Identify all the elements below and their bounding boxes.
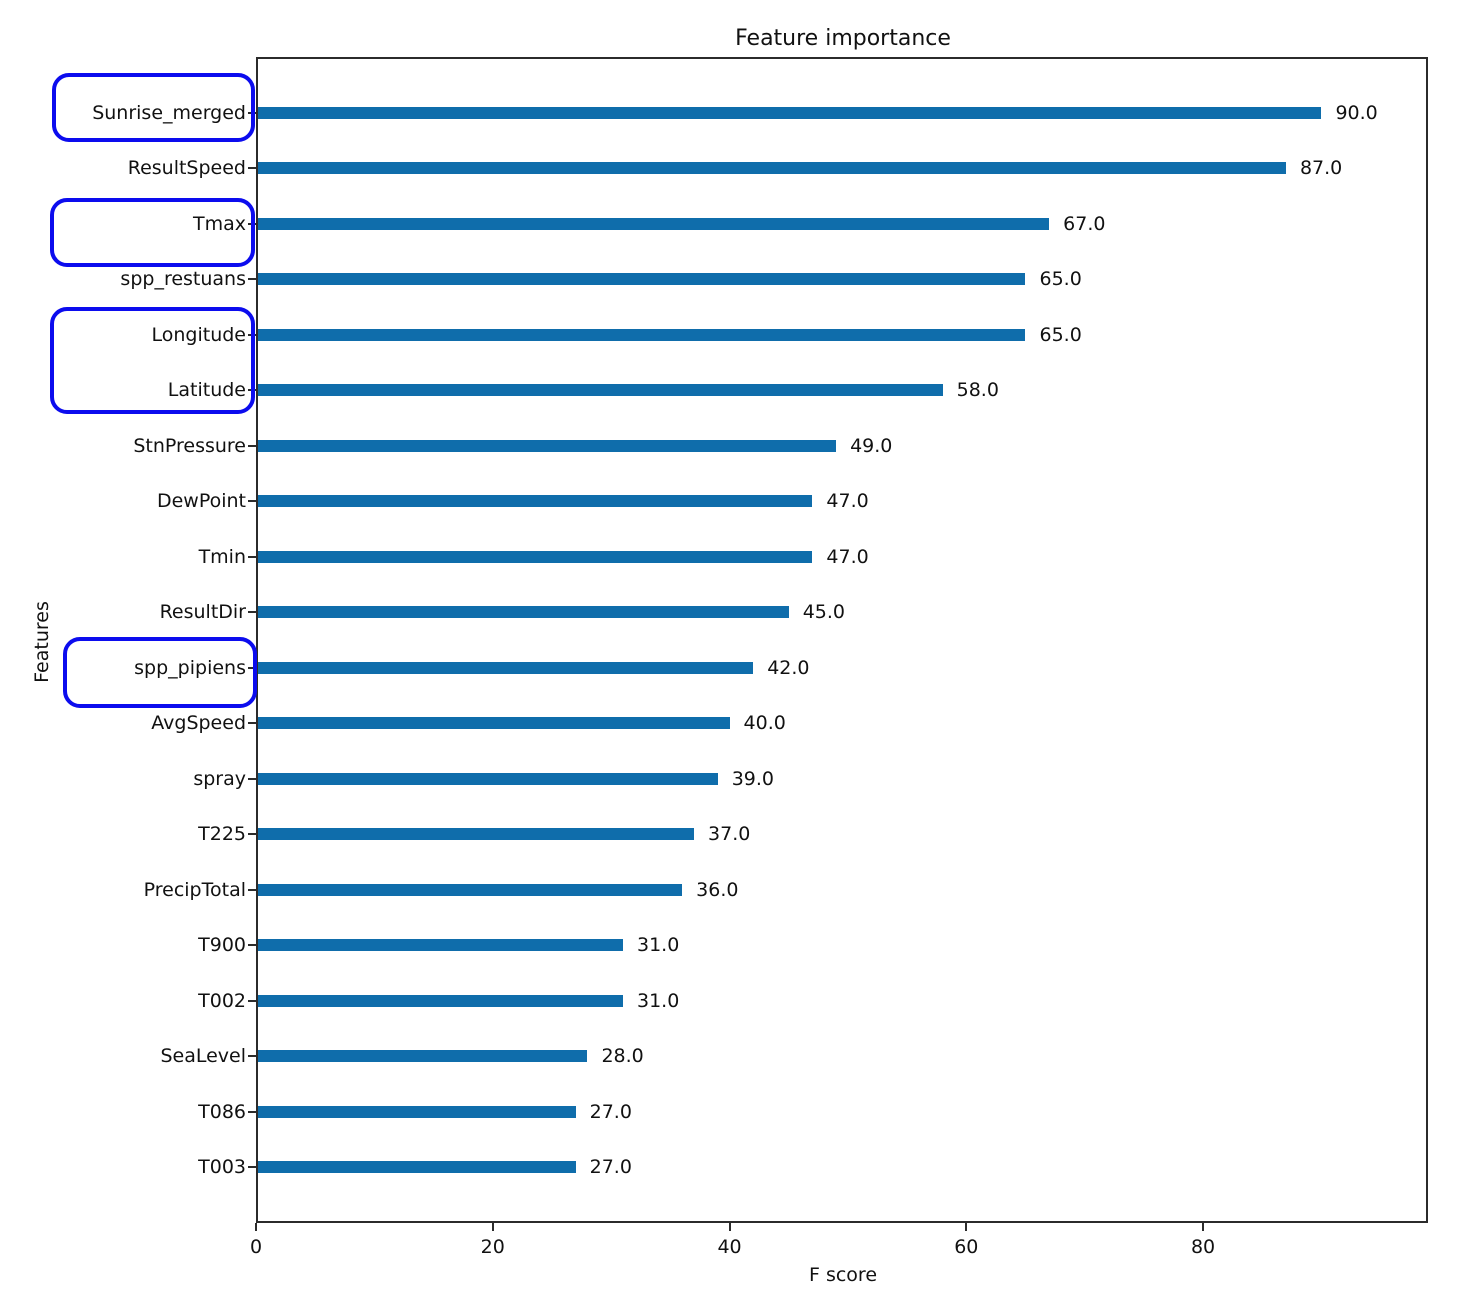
y-tick-label-SeaLevel: SeaLevel bbox=[160, 1045, 246, 1068]
bar-value-label: 36.0 bbox=[696, 878, 739, 901]
bar-T900 bbox=[258, 939, 623, 952]
y-tick-label-DewPoint: DewPoint bbox=[156, 490, 246, 513]
bar-value-label: 27.0 bbox=[589, 1156, 632, 1179]
x-tick-mark bbox=[1202, 1223, 1205, 1231]
bar-spp_restuans bbox=[258, 273, 1026, 286]
y-tick-label-Tmin: Tmin bbox=[198, 545, 246, 568]
bar-value-label: 58.0 bbox=[956, 379, 999, 402]
x-tick-label: 60 bbox=[954, 1236, 979, 1258]
bar-ResultSpeed bbox=[258, 162, 1286, 175]
bar-value-label: 45.0 bbox=[802, 601, 846, 624]
y-tick-label-AvgSpeed: AvgSpeed bbox=[151, 712, 246, 735]
bar-T002 bbox=[258, 994, 623, 1007]
bar-value-label: 31.0 bbox=[636, 989, 680, 1012]
bar-value-label: 47.0 bbox=[826, 490, 869, 513]
bar-StnPressure bbox=[258, 439, 837, 452]
y-tick-label-Longitude: Longitude bbox=[151, 323, 247, 346]
bar-SeaLevel bbox=[258, 1050, 588, 1063]
bar-value-label: 67.0 bbox=[1063, 212, 1106, 235]
bar-AvgSpeed bbox=[258, 717, 730, 730]
bar-value-label: 40.0 bbox=[743, 712, 786, 735]
y-tick-mark bbox=[248, 444, 256, 447]
y-tick-label-Sunrise_merged: Sunrise_merged bbox=[92, 101, 246, 124]
bar-Tmin bbox=[258, 550, 813, 563]
plot-area bbox=[256, 57, 1428, 1223]
y-tick-label-T002: T002 bbox=[198, 989, 246, 1012]
y-tick-mark bbox=[248, 555, 256, 558]
bar-ResultDir bbox=[258, 606, 789, 619]
x-tick-mark bbox=[965, 1223, 968, 1231]
bar-T086 bbox=[258, 1105, 576, 1118]
bar-value-label: 42.0 bbox=[767, 656, 810, 679]
y-tick-mark bbox=[248, 666, 256, 669]
y-tick-label-spp_restuans: spp_restuans bbox=[120, 268, 246, 291]
bar-PrecipTotal bbox=[258, 883, 683, 896]
y-tick-mark bbox=[248, 999, 256, 1002]
bar-spp_pipiens bbox=[258, 661, 754, 674]
x-tick-label: 20 bbox=[480, 1236, 505, 1258]
y-tick-mark bbox=[248, 944, 256, 947]
bar-value-label: 39.0 bbox=[731, 767, 774, 790]
y-tick-mark bbox=[248, 500, 256, 503]
highlight-box-Sunrise_merged bbox=[52, 72, 255, 142]
bar-T003 bbox=[258, 1161, 576, 1174]
y-tick-label-T003: T003 bbox=[198, 1156, 246, 1179]
y-tick-mark bbox=[248, 777, 256, 780]
y-tick-mark bbox=[248, 1166, 256, 1169]
bar-spray bbox=[258, 772, 718, 785]
bar-value-label: 37.0 bbox=[708, 823, 751, 846]
bar-value-label: 65.0 bbox=[1039, 268, 1082, 291]
bar-value-label: 87.0 bbox=[1299, 157, 1343, 180]
y-tick-mark bbox=[248, 1110, 256, 1113]
bar-Longitude bbox=[258, 328, 1026, 341]
y-axis-label-text: Features bbox=[31, 601, 53, 683]
x-tick-label: 40 bbox=[717, 1236, 742, 1258]
x-tick-mark bbox=[728, 1223, 731, 1231]
bar-value-label: 27.0 bbox=[589, 1100, 632, 1123]
bar-T225 bbox=[258, 828, 695, 841]
highlight-box-Longitude-Latitude bbox=[50, 306, 255, 415]
bar-value-label: 49.0 bbox=[850, 434, 893, 457]
y-tick-label-spray: spray bbox=[193, 767, 246, 790]
bar-DewPoint bbox=[258, 495, 813, 508]
bar-value-label: 65.0 bbox=[1039, 323, 1082, 346]
y-tick-label-ResultDir: ResultDir bbox=[159, 601, 246, 624]
bar-value-label: 28.0 bbox=[601, 1045, 644, 1068]
bar-Tmax bbox=[258, 217, 1050, 230]
y-tick-label-spp_pipiens: spp_pipiens bbox=[134, 656, 246, 679]
y-tick-mark bbox=[248, 833, 256, 836]
y-tick-label-Latitude: Latitude bbox=[167, 379, 246, 402]
y-tick-mark bbox=[248, 888, 256, 891]
x-tick-mark bbox=[491, 1223, 494, 1231]
y-tick-label-ResultSpeed: ResultSpeed bbox=[127, 157, 246, 180]
x-tick-label: 80 bbox=[1190, 1236, 1216, 1258]
highlight-box-spp_pipiens bbox=[63, 636, 257, 708]
bar-value-label: 31.0 bbox=[636, 934, 680, 957]
highlight-box-Tmax bbox=[50, 197, 255, 267]
chart-title: Feature importance bbox=[735, 26, 951, 51]
y-tick-mark bbox=[248, 722, 256, 725]
x-tick-mark bbox=[255, 1223, 257, 1231]
y-tick-label-T225: T225 bbox=[198, 823, 246, 846]
bar-value-label: 47.0 bbox=[826, 545, 869, 568]
x-axis-label: F score bbox=[808, 1264, 878, 1286]
x-tick-label: 0 bbox=[249, 1236, 263, 1258]
y-tick-label-T086: T086 bbox=[198, 1100, 246, 1123]
y-tick-mark bbox=[248, 1055, 256, 1058]
y-tick-mark bbox=[248, 611, 256, 614]
y-tick-label-PrecipTotal: PrecipTotal bbox=[143, 878, 246, 901]
y-tick-label-Tmax: Tmax bbox=[192, 212, 246, 235]
y-tick-label-T900: T900 bbox=[198, 934, 246, 957]
y-tick-label-StnPressure: StnPressure bbox=[133, 434, 246, 457]
y-tick-mark bbox=[248, 278, 256, 281]
bar-value-label: 90.0 bbox=[1335, 101, 1378, 124]
y-tick-mark bbox=[248, 167, 256, 170]
bar-Latitude bbox=[258, 384, 943, 397]
bar-Sunrise_merged bbox=[258, 106, 1322, 119]
